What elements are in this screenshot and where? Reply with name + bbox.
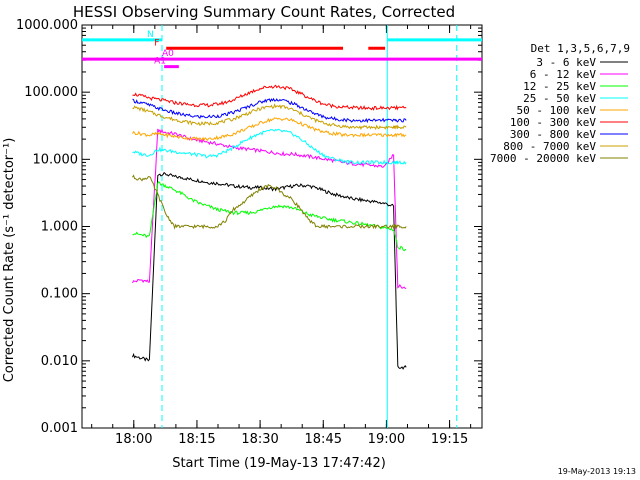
series-line-6 xyxy=(132,84,407,111)
x-tick-label: 19:00 xyxy=(368,432,405,447)
legend-label: 800 - 7000 keV xyxy=(503,140,596,153)
series-line-5 xyxy=(132,117,407,142)
legend-label: 7000 - 20000 keV xyxy=(490,152,596,165)
y-tick-label: 1000.000 xyxy=(16,18,78,33)
legend-label: 100 - 300 keV xyxy=(510,116,596,129)
legend-label: 12 - 25 keV xyxy=(523,80,596,93)
plot-frame xyxy=(81,24,483,429)
legend-label: 3 - 6 keV xyxy=(536,56,596,69)
plot-area: 0.001 0.010 0.100 1.000 10.000 100.000 1000.00… xyxy=(16,18,628,447)
x-tick-label: 19:15 xyxy=(431,432,468,447)
x-tick-label: 18:00 xyxy=(115,432,152,447)
legend-title: Det 1,3,5,6,7,9 xyxy=(531,42,630,55)
x-tick-label: 18:45 xyxy=(305,432,342,447)
flag-label-a1: A1 xyxy=(154,57,166,67)
legend-label: 6 - 12 keV xyxy=(530,68,597,81)
chart-title: HESSI Observing Summary Count Rates, Cor… xyxy=(73,3,455,21)
flag-label-f: F xyxy=(154,38,159,48)
flag-label-n: N xyxy=(147,30,154,40)
y-tick-label: 0.010 xyxy=(41,354,78,369)
series-line-4 xyxy=(132,128,407,166)
series-line-1 xyxy=(132,171,407,370)
series-line-2 xyxy=(132,128,407,289)
x-axis-label: Start Time (19-May-13 17:47:42) xyxy=(172,456,386,471)
legend-label: 50 - 100 keV xyxy=(517,104,597,117)
timestamp: 19-May-2013 19:13 xyxy=(558,467,636,476)
x-tick-label: 18:15 xyxy=(178,432,215,447)
legend-label: 300 - 800 keV xyxy=(510,128,596,141)
y-tick-label: 10.000 xyxy=(33,152,79,167)
series-line-9 xyxy=(132,174,407,230)
y-tick-label: 1.000 xyxy=(41,220,78,235)
y-tick-label: 100.000 xyxy=(24,85,78,100)
series-line-3 xyxy=(132,181,407,252)
series-line-8 xyxy=(132,103,407,131)
flag-label-a0: A0 xyxy=(162,49,174,59)
y-tick-label: 0.001 xyxy=(41,421,78,436)
legend-label: 25 - 50 keV xyxy=(523,92,596,105)
y-tick-label: 0.100 xyxy=(41,287,78,302)
x-tick-label: 18:30 xyxy=(241,432,278,447)
series-line-7 xyxy=(132,97,407,124)
y-axis-label: Corrected Count Rate (s⁻¹ detector⁻¹) xyxy=(2,138,17,383)
